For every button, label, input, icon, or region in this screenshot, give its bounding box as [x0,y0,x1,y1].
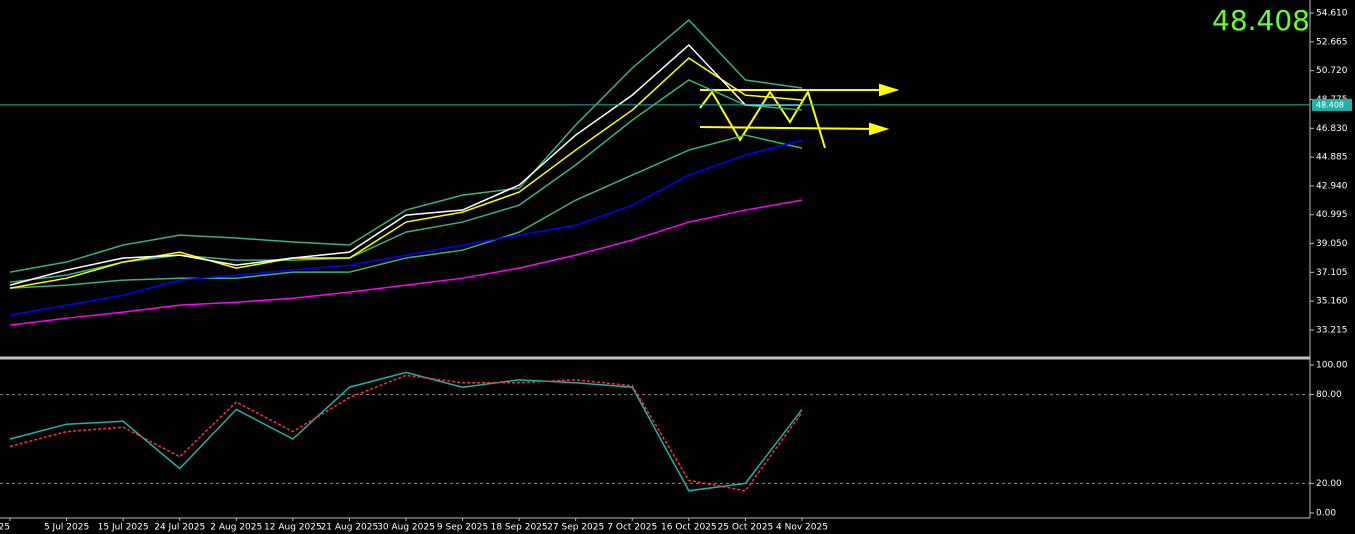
x-tick-label: 15 Jul 2025 [98,523,149,533]
y-tick-label: 100.00 [1316,361,1348,371]
x-tick-label: 25 Oct 2025 [718,523,774,533]
y-tick-label: 52.665 [1316,37,1348,47]
indicator-line [9,374,803,492]
x-tick-label: 2 Aug 2025 [210,523,262,533]
y-tick-label: 50.720 [1316,66,1348,76]
x-tick-label: 7 Oct 2025 [607,523,657,533]
y-tick-label: 40.995 [1316,210,1348,220]
y-tick-label: 0.00 [1316,508,1336,518]
indicator-line [9,43,802,286]
indicator-line [9,139,803,316]
x-tick-label: 30 Aug 2025 [377,523,435,533]
current-price-tag [1312,98,1352,111]
x-tick-label: 5 Jul 2025 [44,523,89,533]
x-tick-label: 16 Oct 2025 [661,523,717,533]
y-tick-label: 33.215 [1316,325,1348,335]
indicator-line [9,134,803,289]
indicator-line [9,57,803,289]
x-tick-label: 12 Aug 2025 [264,523,322,533]
x-tick-label: 18 Sep 2025 [491,523,548,533]
x-tick-label: 21 Aug 2025 [321,523,379,533]
y-tick-label: 42.940 [1316,181,1348,191]
y-tick-label: 46.830 [1316,124,1348,134]
y-tick-label: 35.160 [1316,297,1348,307]
x-tick-label: 9 Sep 2025 [437,523,488,533]
current-price-display: 48.408 [1212,4,1310,37]
indicator-line [9,79,803,283]
y-tick-label: 44.885 [1316,153,1348,163]
y-tick-label: 20.00 [1316,479,1342,489]
x-tick-label: 4 Nov 2025 [776,523,828,533]
current-price-label: 48.408 [1316,100,1344,109]
y-tick-label: 37.105 [1316,268,1348,278]
indicator-line [9,199,803,326]
y-tick-label: 54.610 [1316,9,1348,19]
y-tick-label: 80.00 [1316,390,1342,400]
x-tick-label: 2025 [0,523,10,533]
x-tick-label: 27 Sep 2025 [547,523,604,533]
indicator-line [9,18,803,273]
x-tick-label: 24 Jul 2025 [154,523,205,533]
y-tick-label: 39.050 [1316,239,1348,249]
